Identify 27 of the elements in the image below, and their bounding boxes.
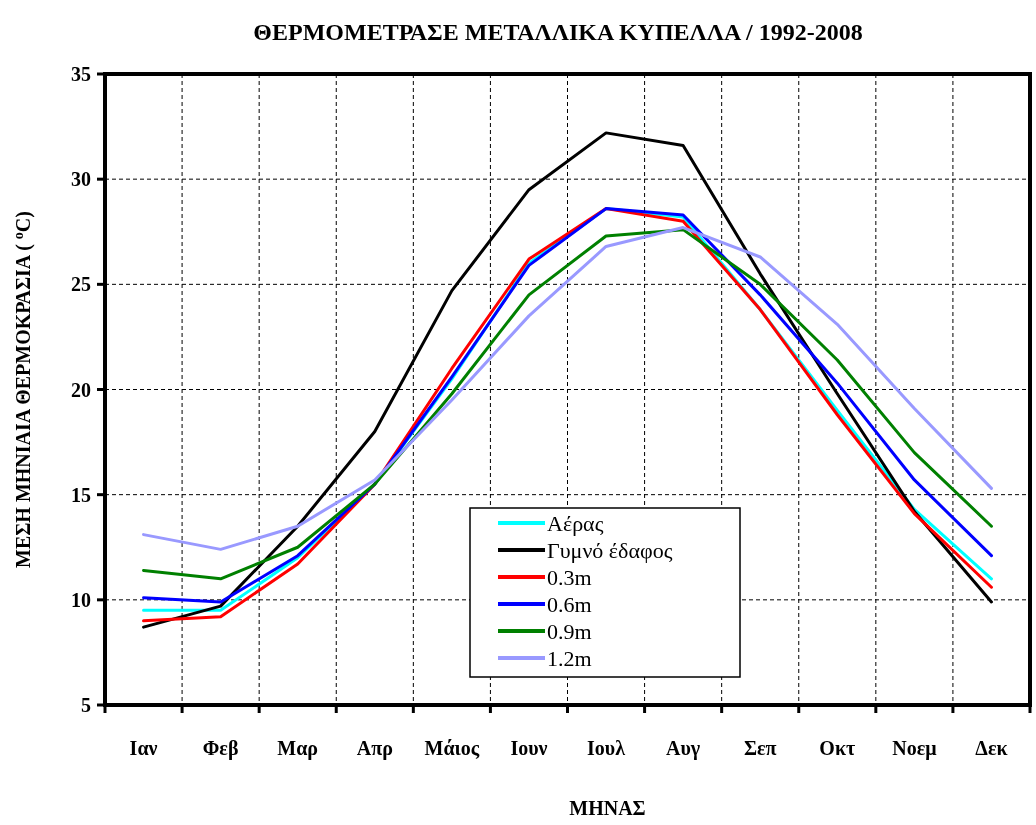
- x-tick-label: Δεκ: [975, 737, 1008, 759]
- legend-label: 0.3m: [547, 564, 592, 590]
- x-tick-label: Ιουν: [510, 737, 548, 759]
- x-tick-label: Σεπ: [743, 737, 777, 759]
- x-tick-label: Αυγ: [666, 737, 701, 760]
- legend-label: Γυμνό έδαφος: [547, 537, 673, 563]
- x-tick-label: Ιουλ: [587, 737, 626, 759]
- x-tick-label: Ιαν: [129, 737, 158, 759]
- y-tick-label: 20: [71, 378, 91, 401]
- legend-label: 0.6m: [547, 591, 592, 617]
- y-tick-label: 5: [81, 694, 91, 716]
- y-tick-label: 35: [71, 63, 91, 85]
- x-tick-label: Φεβ: [202, 737, 239, 760]
- legend-label: Αέρας: [547, 510, 604, 536]
- legend-label: 1.2m: [547, 645, 592, 671]
- x-tick-label: Μάιος: [424, 737, 480, 760]
- chart-title: ΘΕΡΜΟΜΕΤΡΑΣΕ ΜΕΤΑΛΛΙΚΑ ΚΥΠΕΛΛΑ / 1992-2008: [253, 19, 863, 45]
- x-axis-title: ΜΗΝΑΣ: [569, 797, 646, 819]
- legend-label: 0.9m: [547, 618, 592, 644]
- x-tick-label: Μαρ: [277, 737, 319, 760]
- x-tick-label: Οκτ: [819, 737, 856, 759]
- x-tick-label: Νοεμ: [892, 737, 938, 760]
- x-tick-label: Απρ: [356, 737, 393, 760]
- y-tick-label: 10: [71, 588, 91, 611]
- y-tick-label: 30: [71, 168, 91, 191]
- y-tick-label: 15: [71, 483, 91, 506]
- y-tick-label: 25: [71, 273, 91, 296]
